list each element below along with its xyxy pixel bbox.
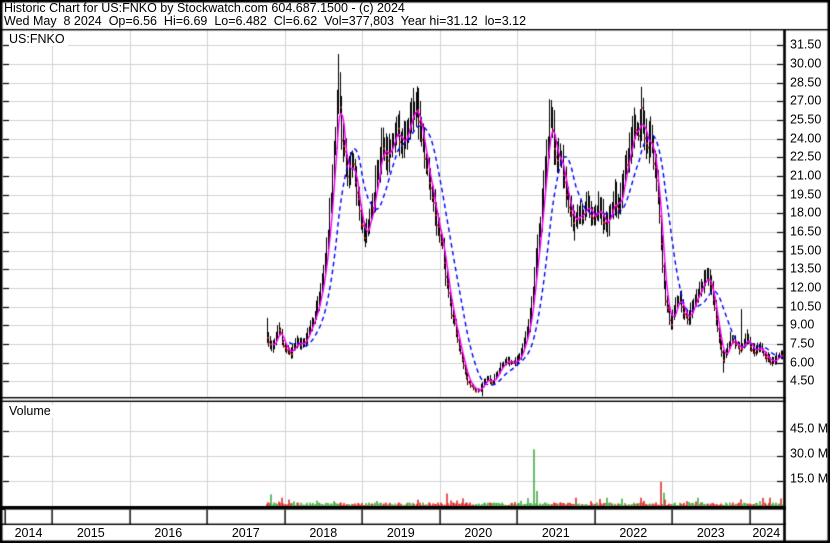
price-axis-label: 27.00 — [790, 93, 822, 108]
price-axis-label: 31.50 — [790, 37, 822, 52]
year-label: 2016 — [154, 526, 183, 540]
year-label: 2023 — [696, 526, 725, 540]
volume-panel-label: Volume — [9, 405, 54, 418]
year-label: 2021 — [541, 526, 570, 540]
year-label: 2018 — [309, 526, 338, 540]
symbol-label: US:FNKO — [9, 33, 68, 46]
price-axis-label: 21.00 — [790, 168, 822, 183]
price-axis-label: 28.50 — [790, 75, 822, 90]
price-axis-label: 7.50 — [790, 336, 815, 351]
volume-axis-label: 45.0 M — [790, 421, 829, 436]
price-axis-label: 9.00 — [790, 317, 815, 332]
year-label: 2019 — [386, 526, 415, 540]
price-axis-label: 22.50 — [790, 149, 822, 164]
price-axis-label: 6.00 — [790, 355, 815, 370]
chart-title: Historic Chart for US:FNKO by Stockwatch… — [4, 1, 405, 15]
volume-axis-label: 30.0 M — [790, 446, 829, 461]
year-label: 2024 — [752, 526, 781, 540]
price-axis-label: 4.50 — [790, 373, 815, 388]
price-axis-label: 25.50 — [790, 112, 822, 127]
price-axis-label: 12.00 — [790, 280, 822, 295]
year-label: 2022 — [619, 526, 648, 540]
year-label: 2015 — [76, 526, 105, 540]
price-axis-label: 16.50 — [790, 224, 822, 239]
price-axis-label: 18.00 — [790, 205, 822, 220]
price-axis-label: 24.00 — [790, 131, 822, 146]
price-axis-label: 10.50 — [790, 299, 822, 314]
volume-axis-label: 15.0 M — [790, 471, 829, 486]
year-label: 2017 — [231, 526, 260, 540]
price-axis-label: 15.00 — [790, 243, 822, 258]
quote-summary-line: Wed May 8 2024 Op=6.56 Hi=6.69 Lo=6.482 … — [4, 14, 527, 28]
year-label: 2014 — [14, 526, 43, 540]
price-axis-label: 19.50 — [790, 187, 822, 202]
price-axis-label: 13.50 — [790, 261, 822, 276]
price-axis-label: 30.00 — [790, 56, 822, 71]
year-label: 2020 — [464, 526, 493, 540]
